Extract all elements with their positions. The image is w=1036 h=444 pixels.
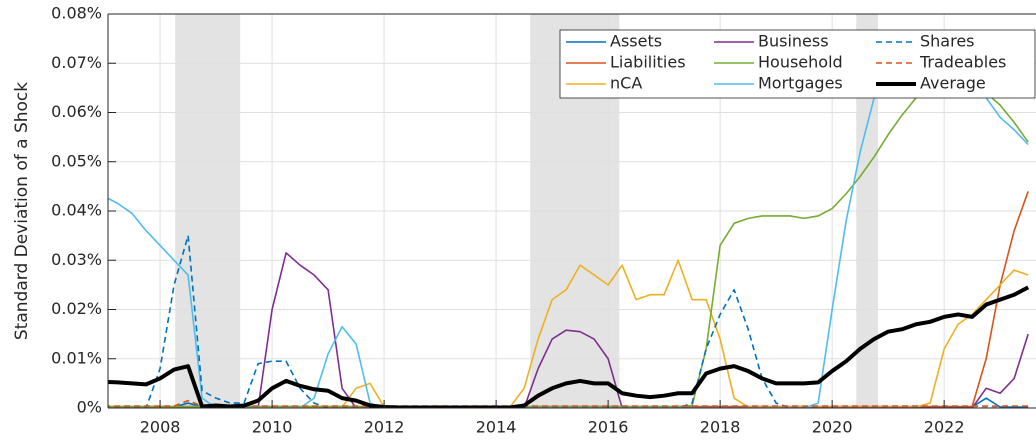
y-tick-label: 0.01% — [51, 348, 102, 367]
legend-label: Household — [758, 53, 843, 72]
legend-label: nCA — [610, 74, 642, 93]
series-line — [108, 285, 1030, 408]
legend: Assets Liabilities nCA Business Household Mor… — [559, 29, 1036, 99]
series-line — [108, 234, 1029, 408]
x-tick-label: 2016 — [588, 418, 629, 437]
y-tick-label: 0.03% — [51, 250, 102, 269]
legend-label: Liabilities — [610, 53, 686, 72]
legend-box — [559, 29, 1036, 99]
legend-label: Business — [758, 32, 829, 51]
x-tick-label: 2010 — [252, 418, 293, 437]
y-tick-label: 0.02% — [51, 299, 102, 318]
x-tick-label: 2020 — [812, 418, 853, 437]
x-tick-label: 2018 — [700, 418, 741, 437]
series-line — [108, 399, 1029, 407]
x-tick-label: 2008 — [140, 418, 181, 437]
y-axis-label: Standard Deviation of a Shock — [12, 82, 32, 340]
y-tick-label: 0.05% — [51, 151, 102, 170]
legend-label: Tradeables — [919, 53, 1006, 72]
x-tick-label: 2014 — [476, 418, 517, 437]
x-tick-label: 2022 — [924, 418, 965, 437]
y-tick-label: 0.06% — [51, 102, 102, 121]
y-tick-label: 0.04% — [51, 201, 102, 220]
y-tick-label: 0.08% — [51, 4, 102, 23]
legend-label: Average — [920, 74, 986, 93]
series-line — [108, 252, 1029, 408]
legend-label: Shares — [920, 32, 975, 51]
legend-label: Mortgages — [758, 74, 843, 93]
y-tick-label: 0.07% — [51, 53, 102, 72]
legend-label: Assets — [610, 32, 662, 51]
x-tick-label: 2012 — [364, 418, 405, 437]
y-tick-label: 0% — [77, 398, 102, 417]
